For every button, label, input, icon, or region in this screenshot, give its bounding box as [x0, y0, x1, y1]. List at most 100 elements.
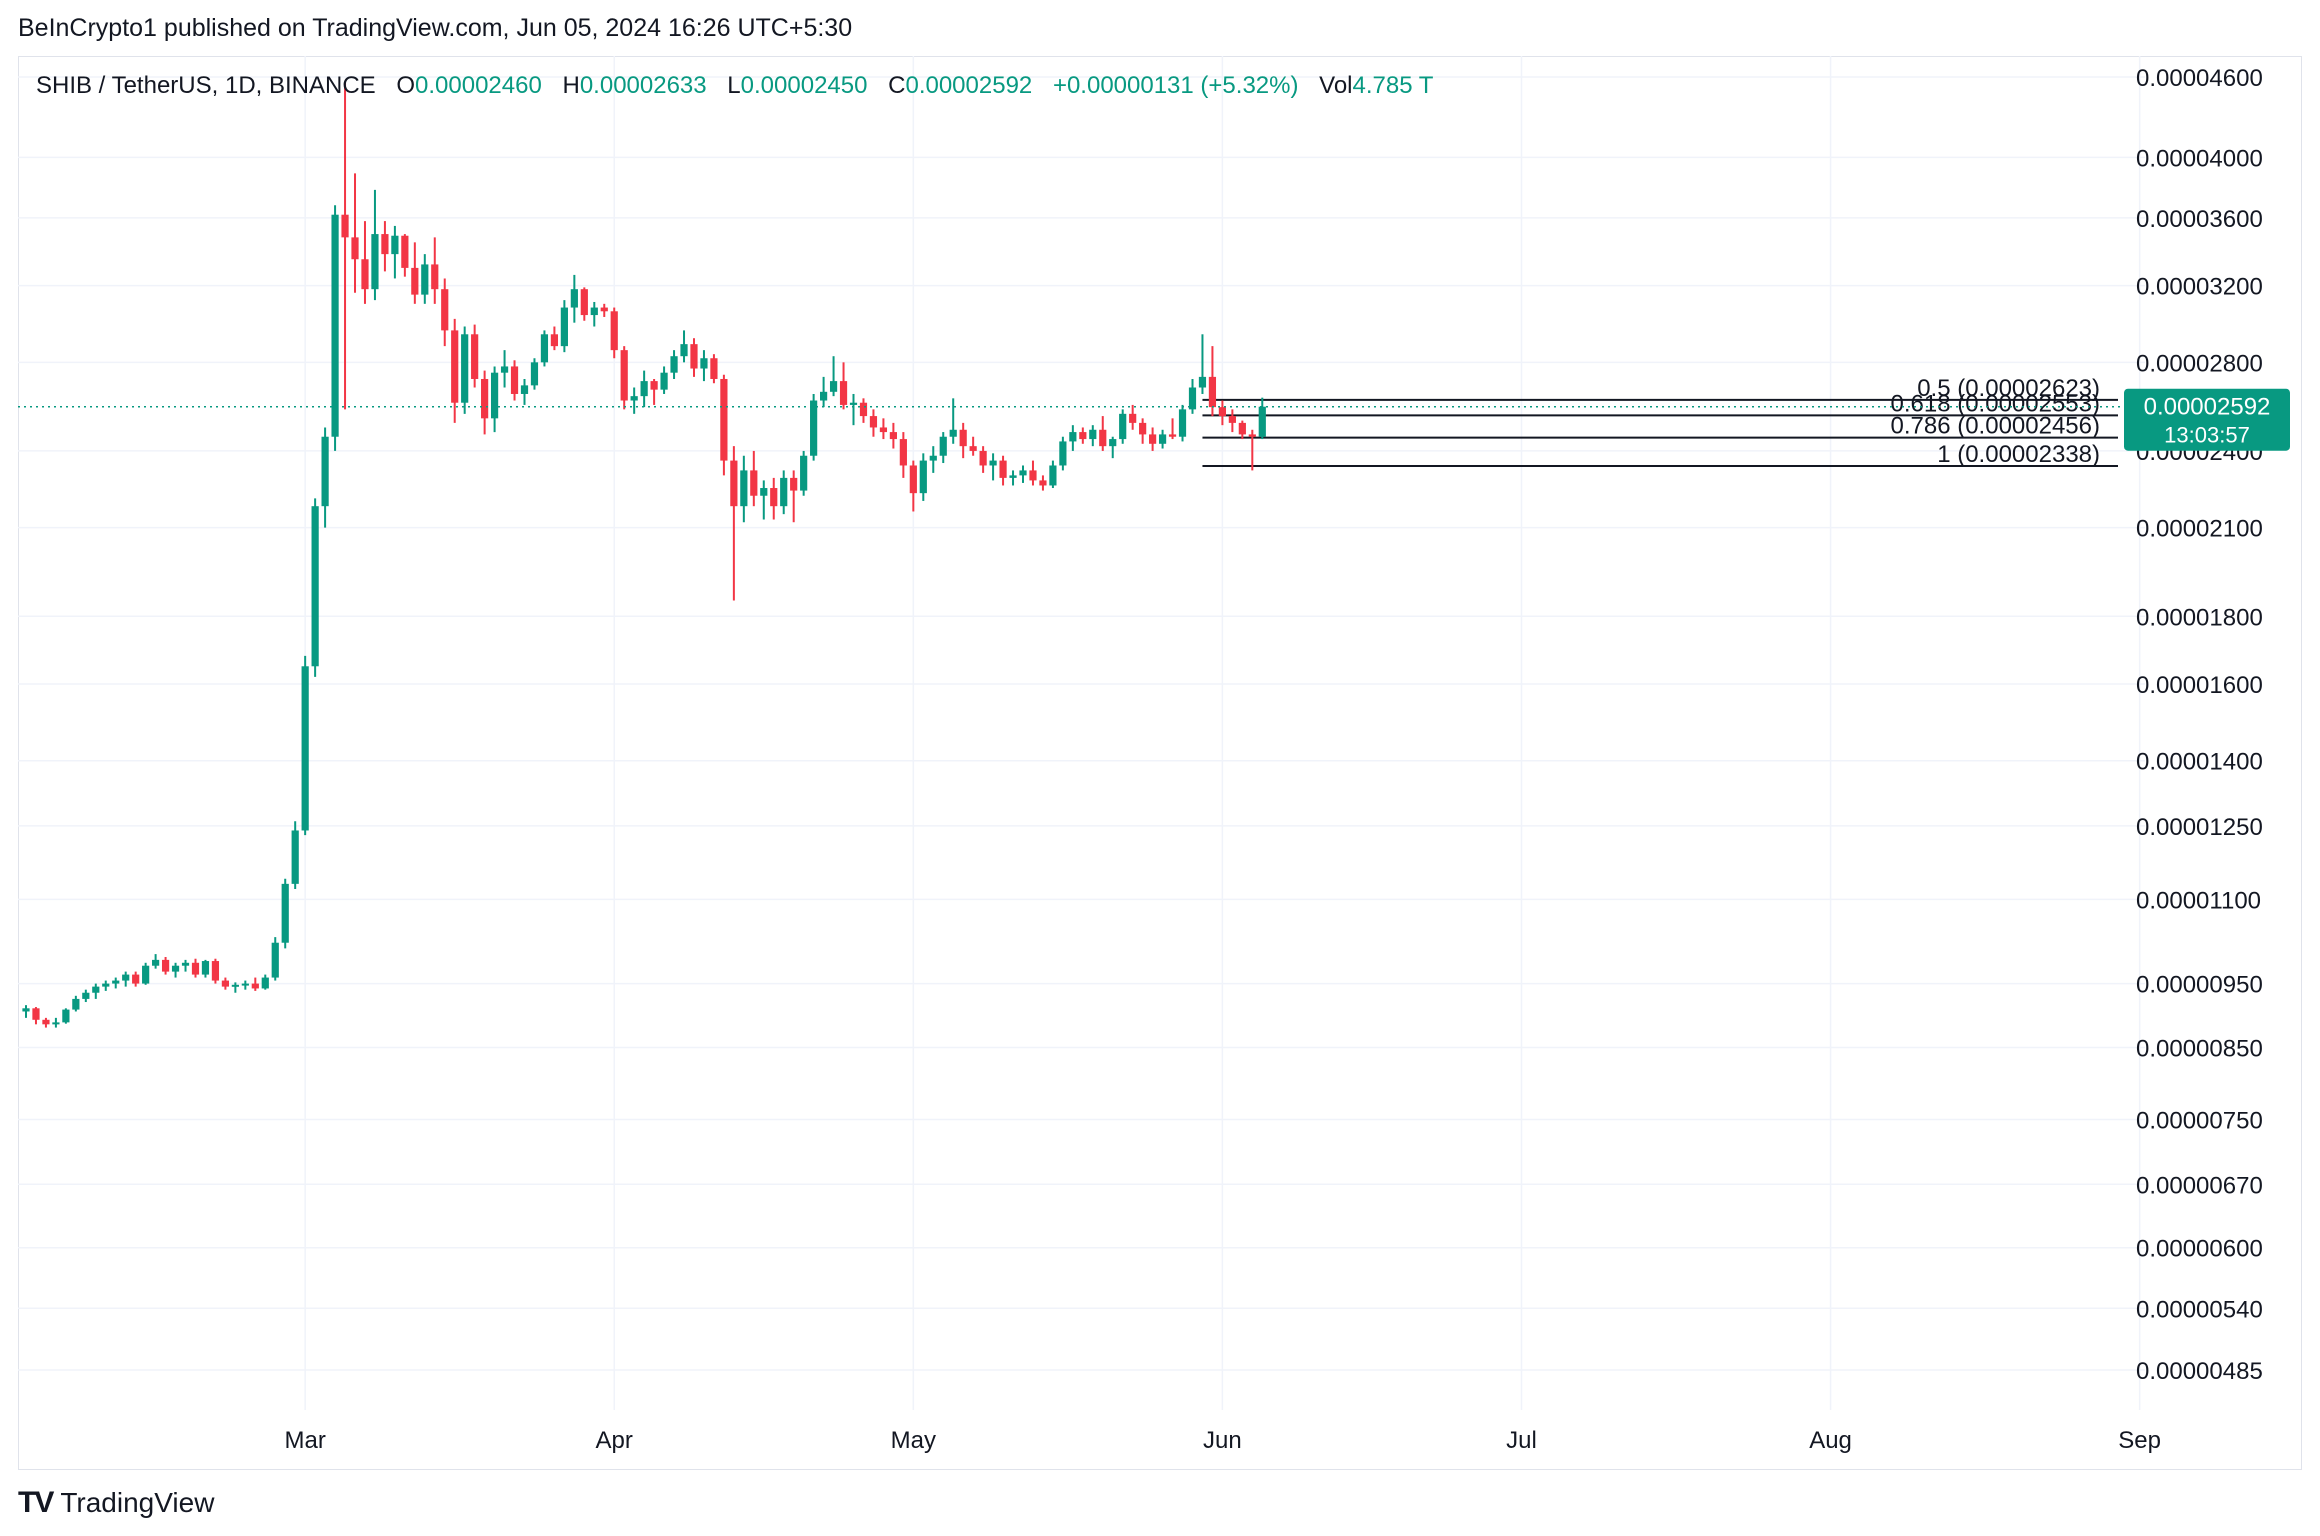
- high-value: 0.00002633: [579, 72, 707, 99]
- last-price-countdown: 13:03:57: [2164, 423, 2250, 448]
- candle-body: [829, 381, 838, 392]
- last-price-tag: [2124, 388, 2290, 451]
- candle-body: [760, 488, 768, 496]
- candle-body: [361, 259, 369, 290]
- candle-body: [1019, 470, 1027, 476]
- candle-body: [560, 307, 568, 347]
- tradingview-brand[interactable]: TV TradingView: [18, 1486, 214, 1520]
- candle-body: [281, 883, 289, 943]
- candle-body: [949, 429, 957, 437]
- candle-body: [530, 362, 539, 386]
- candle-body: [859, 402, 868, 417]
- candle-body: [1228, 416, 1236, 423]
- candle-body: [22, 1008, 30, 1012]
- candle-body: [261, 977, 269, 989]
- candle-body: [331, 214, 339, 437]
- candle-body: [770, 488, 778, 507]
- y-tick-label: 0.00002100: [2136, 516, 2263, 543]
- candle-body: [1258, 406, 1266, 437]
- volume-label: Vol: [1319, 72, 1353, 99]
- candle-body: [411, 267, 419, 295]
- candle-body: [102, 983, 110, 987]
- candle-body: [800, 455, 808, 491]
- candle-body: [221, 980, 229, 987]
- candle-body: [909, 465, 917, 494]
- x-tick-label: Apr: [596, 1427, 633, 1454]
- candle-body: [540, 334, 549, 363]
- candle-body: [112, 980, 120, 984]
- candle-body: [231, 984, 239, 987]
- candle-body: [650, 381, 658, 390]
- y-tick-label: 0.00001100: [2136, 887, 2261, 914]
- y-tick-label: 0.00000485: [2136, 1358, 2263, 1385]
- candle-body: [421, 264, 429, 295]
- x-tick-label: Jun: [1203, 1427, 1242, 1454]
- chart-frame: [18, 56, 2302, 1470]
- symbol-title: SHIB / TetherUS, 1D, BINANCE: [36, 72, 376, 99]
- candle-body: [550, 334, 559, 347]
- candle-body: [849, 402, 858, 405]
- candle-body: [899, 439, 907, 466]
- low-value: 0.00002450: [740, 72, 868, 99]
- candle-body: [1129, 413, 1137, 423]
- candle-body: [1168, 434, 1177, 437]
- last-price-value: 0.00002592: [2144, 394, 2271, 421]
- open-value: 0.00002460: [415, 72, 542, 99]
- candle-body: [630, 396, 638, 401]
- candle-body: [42, 1019, 50, 1025]
- candle-body: [750, 470, 758, 496]
- candle-body: [869, 416, 878, 428]
- candle-body: [700, 358, 708, 369]
- candle-body: [72, 998, 80, 1010]
- candle-body: [381, 234, 389, 255]
- candle-body: [1208, 376, 1217, 408]
- y-tick-label: 0.00000750: [2136, 1107, 2263, 1134]
- candle-body: [959, 429, 967, 447]
- candle-body: [301, 666, 309, 831]
- candle-body: [600, 307, 608, 312]
- candle-body: [62, 1009, 70, 1023]
- candle-body: [441, 289, 449, 331]
- candle-body: [431, 264, 439, 290]
- candle-body: [321, 436, 329, 507]
- candle-body: [680, 344, 688, 357]
- candle-body: [371, 234, 379, 290]
- candle-body: [1139, 422, 1147, 435]
- grid: [18, 56, 2145, 1410]
- candle-body: [1059, 441, 1067, 466]
- candle-body: [640, 381, 648, 397]
- candle-body: [481, 378, 489, 419]
- y-tick-label: 0.00003200: [2136, 274, 2263, 301]
- x-tick-label: May: [891, 1427, 936, 1454]
- candle-body: [889, 432, 897, 440]
- candle-body: [1109, 439, 1117, 447]
- candle-body: [32, 1008, 40, 1020]
- candle-body: [181, 962, 190, 966]
- candle-body: [1178, 409, 1187, 437]
- volume-value: 4.785 T: [1352, 72, 1434, 99]
- candle-body: [810, 400, 818, 456]
- candle-body: [1069, 432, 1077, 442]
- candle-body: [620, 350, 628, 401]
- candle-body: [1009, 475, 1017, 478]
- candle-body: [710, 358, 718, 379]
- candle-body: [161, 959, 170, 972]
- candlestick-chart[interactable]: 0.5 (0.00002623)0.618 (0.00002553)0.786 …: [0, 0, 2320, 1480]
- candle-body: [271, 942, 279, 978]
- fib-level-label: 1 (0.00002338): [1937, 441, 2100, 468]
- candle-body: [82, 992, 90, 999]
- change-value: +0.00000131 (+5.32%): [1052, 72, 1299, 99]
- y-tick-label: 0.00001600: [2136, 672, 2263, 699]
- candle-body: [251, 983, 259, 989]
- candle-body: [341, 214, 349, 238]
- candle-body: [191, 962, 200, 975]
- candle-body: [720, 378, 728, 461]
- candle-body: [1039, 480, 1047, 486]
- candle-body: [92, 986, 100, 993]
- candle-body: [730, 460, 738, 507]
- candle-body: [740, 470, 748, 507]
- candle-body: [670, 356, 678, 373]
- y-tick-label: 0.00001250: [2136, 814, 2263, 841]
- fib-level-label: 0.618 (0.00002553): [1890, 390, 2100, 417]
- candle-body: [660, 372, 668, 390]
